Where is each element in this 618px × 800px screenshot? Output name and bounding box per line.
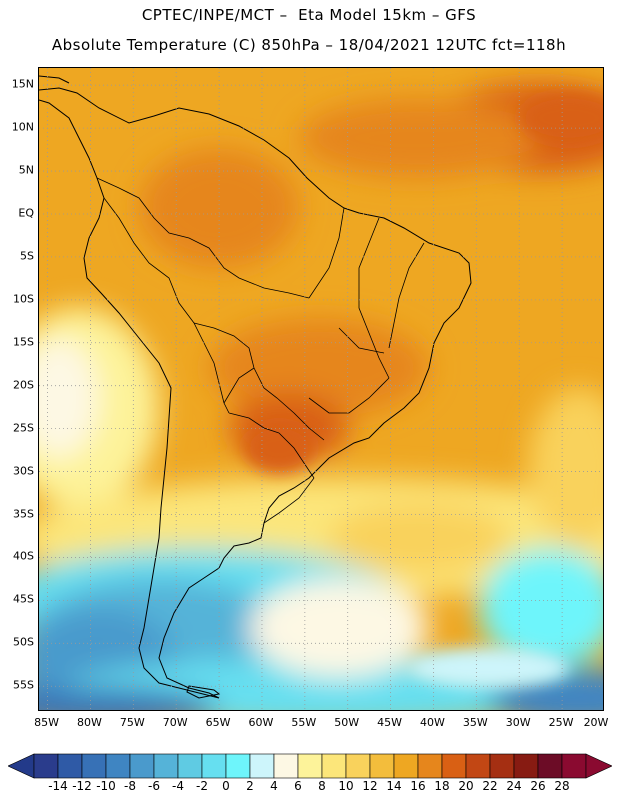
colorbar-swatch bbox=[561, 753, 587, 779]
colorbar-swatch bbox=[489, 753, 515, 779]
map-panel bbox=[38, 67, 604, 711]
colorbar-swatch bbox=[465, 753, 491, 779]
latitude-label: 10S bbox=[13, 292, 34, 306]
longitude-label: 30W bbox=[505, 716, 531, 729]
colorbar-swatch bbox=[369, 753, 395, 779]
colorbar-swatch bbox=[513, 753, 539, 779]
colorbar-swatch bbox=[393, 753, 419, 779]
longitude-label: 70W bbox=[162, 716, 188, 729]
colorbar-label: -14 bbox=[48, 779, 68, 793]
latitude-label: 55S bbox=[13, 678, 34, 692]
latitude-label: 30S bbox=[13, 464, 34, 478]
colorbar-label: -6 bbox=[148, 779, 160, 793]
latitude-label: 35S bbox=[13, 507, 34, 520]
colorbar-swatch bbox=[321, 753, 347, 779]
colorbar-swatch bbox=[105, 753, 131, 779]
latitude-label: 50S bbox=[13, 635, 34, 649]
longitude-label: 35W bbox=[462, 716, 488, 729]
latitude-label: 45S bbox=[13, 592, 34, 606]
colorbar-label: 14 bbox=[386, 779, 402, 793]
colorbar-swatch bbox=[345, 753, 371, 779]
colorbar-label: 8 bbox=[318, 779, 326, 793]
colorbar-under-arrow bbox=[8, 753, 35, 779]
colorbar-label: -10 bbox=[96, 779, 116, 793]
temperature-shading bbox=[39, 83, 603, 710]
latitude-label: 5S bbox=[20, 249, 34, 263]
colorbar-swatch bbox=[153, 753, 179, 779]
colorbar-swatch bbox=[441, 753, 467, 779]
colorbar-swatch bbox=[177, 753, 203, 779]
colorbar-swatch bbox=[537, 753, 563, 779]
country-borders bbox=[96, 177, 425, 524]
colorbar-label: 20 bbox=[458, 779, 474, 793]
longitude-label: 50W bbox=[334, 716, 360, 729]
latitude-label: 5N bbox=[18, 163, 34, 177]
longitude-label: 40W bbox=[420, 716, 445, 729]
colorbar-label: 22 bbox=[482, 779, 498, 793]
colorbar-over-arrow bbox=[585, 753, 612, 779]
colorbar-swatch bbox=[201, 753, 227, 779]
latitude-label: 10N bbox=[11, 120, 34, 134]
colorbar-swatch bbox=[249, 753, 275, 779]
temperature-map bbox=[39, 68, 603, 710]
colorbar-swatch bbox=[33, 753, 59, 779]
colorbar-label: 28 bbox=[554, 779, 570, 793]
colorbar bbox=[8, 753, 612, 779]
longitude-label: 75W bbox=[119, 716, 145, 729]
latitude-label: 25S bbox=[13, 421, 34, 435]
colorbar-swatch bbox=[225, 753, 251, 779]
longitude-label: 80W bbox=[77, 716, 102, 729]
colorbar-label: 18 bbox=[434, 779, 450, 793]
longitude-label: 20W bbox=[583, 716, 609, 729]
colorbar-swatch bbox=[81, 753, 107, 779]
colorbar-label: 6 bbox=[294, 779, 302, 793]
colorbar-label: 4 bbox=[270, 779, 278, 793]
map-subtitle: Absolute Temperature (C) 850hPa – 18/04/… bbox=[51, 36, 567, 54]
colorbar-label: 12 bbox=[362, 779, 378, 793]
colorbar-swatch bbox=[273, 753, 299, 779]
colorbar-label: 0 bbox=[222, 779, 230, 793]
colorbar-swatch bbox=[417, 753, 443, 779]
latitude-label: EQ bbox=[18, 206, 34, 220]
longitude-label: 45W bbox=[377, 716, 403, 729]
colorbar-label: -12 bbox=[72, 779, 92, 793]
colorbar-label: 16 bbox=[410, 779, 426, 793]
latitude-label: 40S bbox=[13, 549, 34, 563]
colorbar-label: -2 bbox=[196, 779, 208, 793]
longitude-label: 60W bbox=[248, 716, 274, 729]
colorbar-label: 24 bbox=[506, 779, 522, 793]
colorbar-swatch bbox=[129, 753, 155, 779]
colorbar-label: -4 bbox=[172, 779, 184, 793]
latitude-label: 15S bbox=[13, 335, 34, 349]
colorbar-swatch bbox=[57, 753, 83, 779]
map-title: CPTEC/INPE/MCT – Eta Model 15km – GFS bbox=[141, 6, 477, 24]
latitude-label: 15N bbox=[11, 77, 34, 91]
longitude-label: 55W bbox=[291, 716, 317, 729]
colorbar-label: 2 bbox=[246, 779, 254, 793]
colorbar-label: 10 bbox=[338, 779, 354, 793]
longitude-label: 85W bbox=[34, 716, 59, 729]
longitude-label: 25W bbox=[548, 716, 574, 729]
longitude-label: 65W bbox=[205, 716, 231, 729]
colorbar-label: 26 bbox=[530, 779, 546, 793]
colorbar-label: -8 bbox=[124, 779, 136, 793]
graticule bbox=[39, 68, 603, 710]
latitude-label: 20S bbox=[13, 378, 34, 392]
colorbar-swatch bbox=[297, 753, 323, 779]
